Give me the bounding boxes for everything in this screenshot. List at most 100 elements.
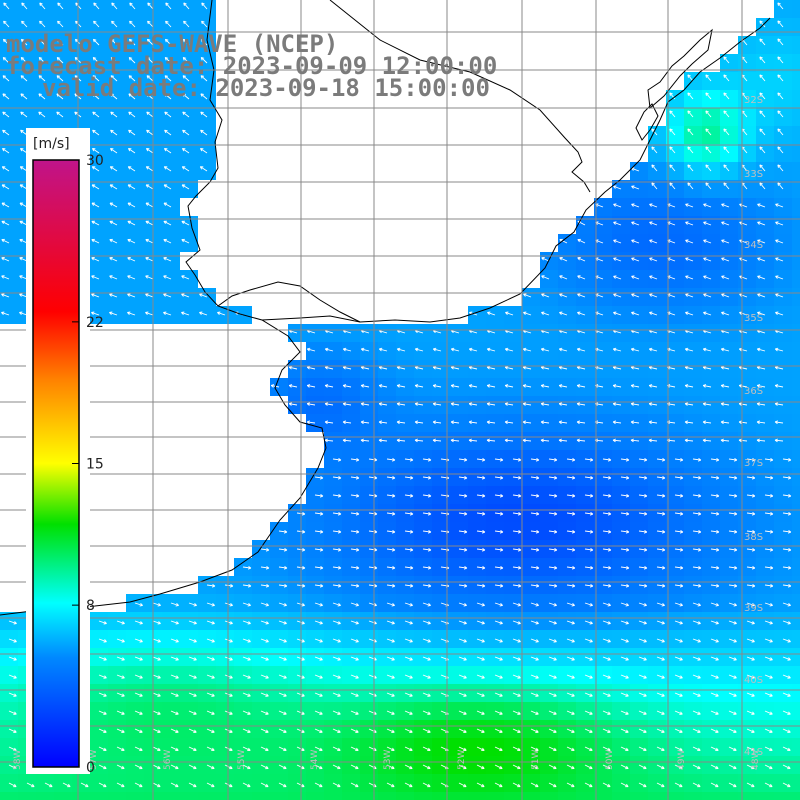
wind-arrow <box>764 457 774 462</box>
wind-arrow <box>775 221 784 226</box>
wind-arrow <box>638 457 648 462</box>
wind-arrow <box>723 146 730 154</box>
wind-arrow <box>182 57 190 64</box>
wind-arrow <box>702 347 712 352</box>
wind-arrow <box>206 638 215 643</box>
speed-cell <box>792 558 800 576</box>
wind-arrow <box>386 511 396 516</box>
lagoa-dos-patos <box>647 28 713 109</box>
wind-arrow <box>92 57 100 64</box>
wind-arrow <box>378 402 388 406</box>
wind-arrow <box>705 164 712 172</box>
wind-arrow <box>2 147 10 154</box>
wind-arrow <box>163 166 172 172</box>
wind-arrow <box>134 620 143 625</box>
wind-arrow <box>548 656 557 661</box>
wind-arrow <box>656 674 665 679</box>
wind-arrow <box>332 638 341 643</box>
wind-arrow <box>540 365 550 370</box>
wind-arrow <box>206 728 215 733</box>
wind-arrow <box>200 75 208 82</box>
wind-arrow <box>548 692 557 697</box>
wind-arrow <box>278 764 287 770</box>
latitude-label: 34S <box>744 240 763 251</box>
wind-arrow <box>512 638 521 643</box>
wind-arrow <box>746 475 756 480</box>
wind-arrow <box>759 56 766 64</box>
wind-arrow <box>728 638 737 643</box>
wind-arrow <box>530 620 539 625</box>
wind-arrow <box>630 365 640 370</box>
speed-cell <box>792 54 800 72</box>
wind-arrow <box>414 420 424 425</box>
wind-arrow <box>414 402 424 406</box>
wind-arrow <box>476 746 485 752</box>
wind-arrow <box>764 511 774 516</box>
wind-arrow <box>182 38 190 46</box>
wind-arrow <box>685 311 694 316</box>
speed-cell <box>792 72 800 90</box>
wind-arrow <box>756 438 766 443</box>
wind-arrow <box>1 238 10 244</box>
wind-arrow <box>782 565 792 570</box>
wind-arrow <box>386 475 396 480</box>
wind-arrow <box>775 257 784 262</box>
wind-arrow <box>638 728 647 733</box>
wind-arrow <box>649 257 658 262</box>
wind-arrow <box>757 203 766 208</box>
wind-arrow <box>494 764 503 770</box>
wind-arrow <box>721 203 730 208</box>
wind-arrow <box>145 238 154 244</box>
wind-arrow <box>414 384 424 388</box>
wind-arrow <box>109 275 118 280</box>
wind-arrow <box>350 764 359 770</box>
speed-cell <box>792 198 800 216</box>
speed-cell <box>792 270 800 288</box>
wind-arrow <box>260 728 269 733</box>
wind-arrow <box>396 347 406 352</box>
wind-arrow <box>674 493 684 498</box>
wind-arrow <box>687 182 694 190</box>
wind-arrow <box>128 38 136 46</box>
wind-arrow <box>404 746 413 752</box>
wind-arrow <box>764 583 774 588</box>
wind-arrow <box>324 420 334 425</box>
wind-arrow <box>720 347 730 352</box>
wind-arrow <box>674 457 684 462</box>
wind-arrow <box>360 420 370 425</box>
wind-arrow <box>152 656 161 661</box>
wind-arrow <box>522 347 532 352</box>
wind-arrow <box>523 311 532 316</box>
wind-arrow <box>692 457 702 462</box>
wind-arrow <box>422 674 431 679</box>
wind-arrow <box>145 311 154 316</box>
wind-arrow <box>674 692 683 697</box>
wind-arrow <box>396 420 406 425</box>
wind-arrow <box>613 275 622 280</box>
wind-arrow <box>566 638 575 643</box>
wind-arrow <box>170 728 179 733</box>
wind-arrow <box>360 347 370 352</box>
wind-arrow <box>19 275 28 280</box>
wind-arrow <box>199 311 208 316</box>
wind-arrow <box>746 602 755 607</box>
wind-arrow <box>728 529 738 534</box>
wind-arrow <box>530 782 539 788</box>
wind-arrow <box>638 638 647 643</box>
wind-arrow <box>288 402 298 406</box>
wind-arrow <box>558 420 568 425</box>
wind-arrow <box>242 764 251 770</box>
wind-arrow <box>602 529 612 534</box>
wind-arrow <box>224 638 233 643</box>
wind-arrow <box>206 602 215 607</box>
wind-arrow <box>468 420 478 425</box>
wind-arrow <box>548 746 557 752</box>
wind-arrow <box>20 111 28 118</box>
wind-arrow <box>512 475 522 480</box>
wind-arrow <box>476 638 485 643</box>
wind-arrow <box>649 203 658 208</box>
wind-arrow <box>687 92 694 100</box>
wind-arrow <box>723 110 730 118</box>
wind-arrow <box>188 746 197 752</box>
wind-arrow <box>109 238 118 244</box>
